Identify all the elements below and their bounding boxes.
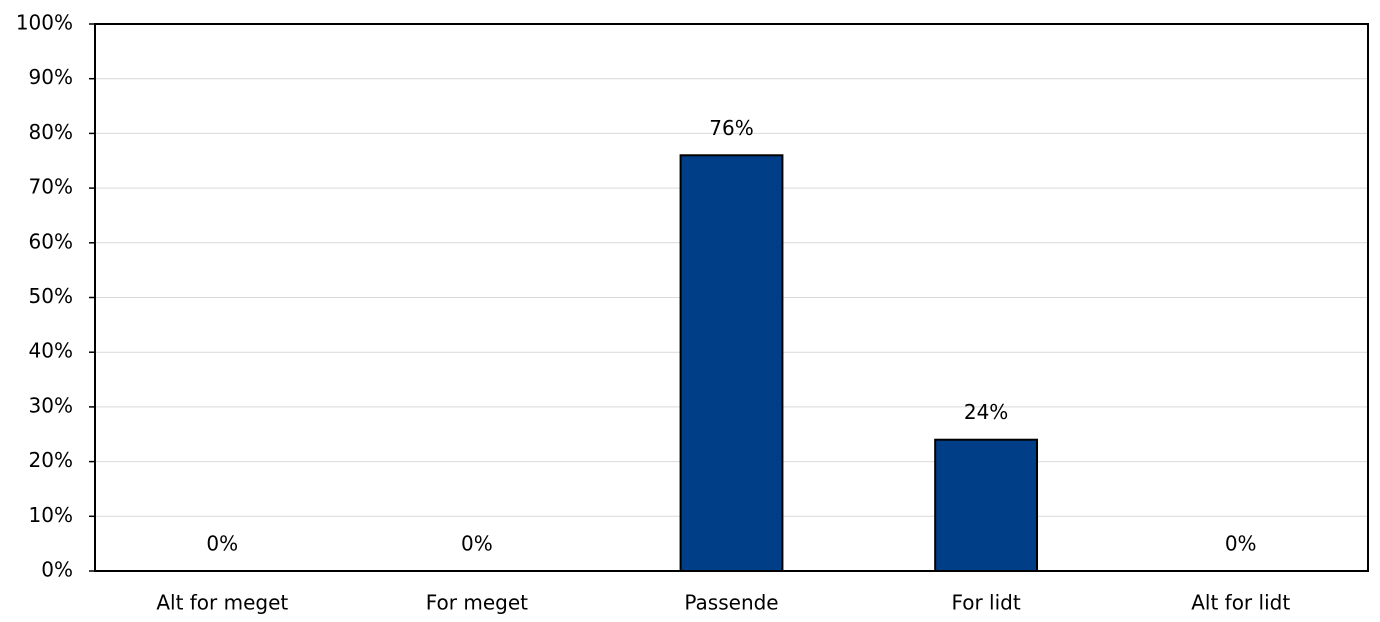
y-tick-label: 80% <box>29 120 73 144</box>
bar <box>934 438 1039 572</box>
y-tick-label: 70% <box>29 175 73 199</box>
x-tick-label: Alt for meget <box>156 591 288 615</box>
y-tick-label: 100% <box>16 11 73 35</box>
data-label: 0% <box>1225 532 1257 556</box>
y-tick-label: 20% <box>29 448 73 472</box>
y-tick-label: 30% <box>29 393 73 417</box>
y-tick-label: 60% <box>29 229 73 253</box>
data-label: 0% <box>206 532 238 556</box>
y-tick-label: 50% <box>29 284 73 308</box>
y-tick-label: 10% <box>29 503 73 527</box>
data-label: 0% <box>461 532 493 556</box>
x-tick-label: For meget <box>426 591 528 615</box>
y-tick-label: 90% <box>29 65 73 89</box>
y-tick-label: 40% <box>29 339 73 363</box>
bar <box>679 154 784 572</box>
x-tick-label: For lidt <box>951 591 1020 615</box>
data-label: 76% <box>709 116 753 140</box>
x-tick-label: Passende <box>684 591 778 615</box>
y-tick-label: 0% <box>41 558 73 582</box>
data-label: 24% <box>964 400 1008 424</box>
x-tick-label: Alt for lidt <box>1191 591 1290 615</box>
